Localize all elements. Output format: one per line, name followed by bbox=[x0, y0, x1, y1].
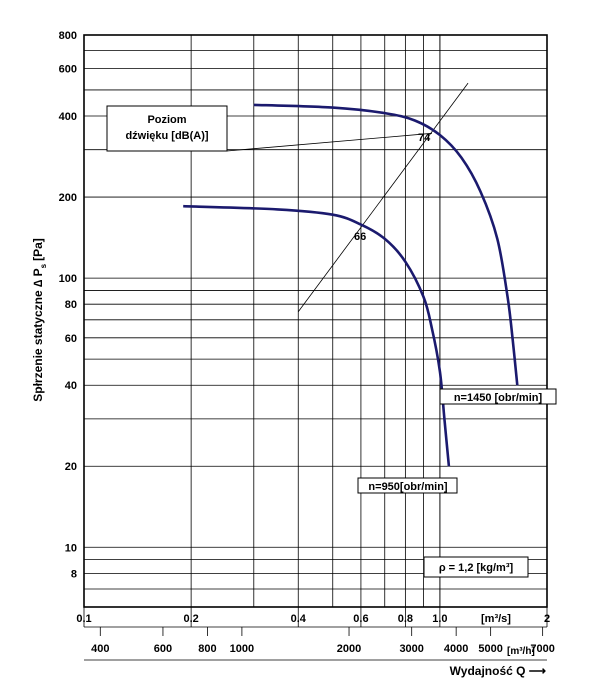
curve-1450-rpm bbox=[253, 103, 519, 386]
sound-level-line bbox=[297, 82, 469, 312]
y-tick-label: 200 bbox=[59, 192, 77, 204]
x-tick-label: 0.4 bbox=[291, 613, 307, 625]
y-tick-label: 8 bbox=[71, 568, 77, 580]
y-tick-label: 80 bbox=[65, 299, 77, 311]
m3h-tick-label: 600 bbox=[154, 643, 172, 655]
sound-label-line1: Poziom bbox=[147, 114, 186, 126]
sound-label-box bbox=[106, 105, 228, 152]
m3h-tick-label: 2000 bbox=[337, 643, 361, 655]
axis-ticks: 800 600 400 200 100 80 60 40 20 10 8 0.1 0.2 0.4 0.6 0.… bbox=[59, 30, 555, 655]
y-tick-label: 600 bbox=[59, 64, 77, 76]
y-axis-title-sub: s bbox=[39, 263, 48, 268]
rpm-1450-label: n=1450 [obr/min] bbox=[454, 392, 543, 404]
x-axis-title: Wydajność Q ⟶ bbox=[450, 664, 546, 678]
m3h-tick-label: 3000 bbox=[399, 643, 423, 655]
sound-label-line2: dźwięku [dB(A)] bbox=[125, 130, 208, 142]
y-tick-label: 100 bbox=[59, 273, 77, 285]
y-tick-label: 20 bbox=[65, 461, 77, 473]
x-tick-label: 2 bbox=[544, 613, 550, 625]
y-axis-title-main: Spłrzenie statyczne ∆ P bbox=[31, 268, 45, 401]
sound-label-leader bbox=[226, 132, 432, 152]
density-box bbox=[423, 556, 529, 578]
x-unit-bottom: [m³/h] bbox=[507, 646, 535, 657]
rpm-1450-box bbox=[439, 388, 557, 405]
m3h-tick-label: 400 bbox=[91, 643, 109, 655]
y-tick-label: 800 bbox=[59, 30, 77, 42]
rpm-950-label: n=950[obr/min] bbox=[368, 481, 447, 493]
density-label: ρ = 1,2 [kg/m³] bbox=[439, 562, 514, 574]
x-tick-label: 0.2 bbox=[183, 613, 198, 625]
x-unit-top: [m³/s] bbox=[481, 613, 511, 625]
y-tick-label: 60 bbox=[65, 333, 77, 345]
plot-frame bbox=[83, 34, 548, 608]
m3h-tick-label: 1000 bbox=[230, 643, 254, 655]
sound-value-66: 66 bbox=[354, 231, 366, 243]
x-tick-label: 0.6 bbox=[353, 613, 368, 625]
y-axis-title: Spłrzenie statyczne ∆ Ps [Pa] bbox=[31, 238, 48, 402]
sound-value-74: 74 bbox=[418, 132, 431, 144]
y-axis-title-unit: [Pa] bbox=[31, 238, 45, 261]
grid-lines bbox=[83, 34, 548, 608]
x-tick-label: 0.8 bbox=[398, 613, 413, 625]
y-tick-label: 10 bbox=[65, 542, 77, 554]
curve-950-rpm bbox=[183, 204, 451, 467]
m3h-tick-label: 800 bbox=[198, 643, 216, 655]
m3h-tick-label: 7000 bbox=[530, 643, 554, 655]
y-tick-label: 40 bbox=[65, 380, 77, 392]
rpm-950-box bbox=[357, 477, 458, 494]
m3h-tick-label: 4000 bbox=[444, 643, 468, 655]
m3h-tick-label: 5000 bbox=[478, 643, 502, 655]
x-tick-label: 0.1 bbox=[76, 613, 91, 625]
x-tick-label: 1.0 bbox=[432, 613, 447, 625]
y-tick-label: 400 bbox=[59, 111, 77, 123]
